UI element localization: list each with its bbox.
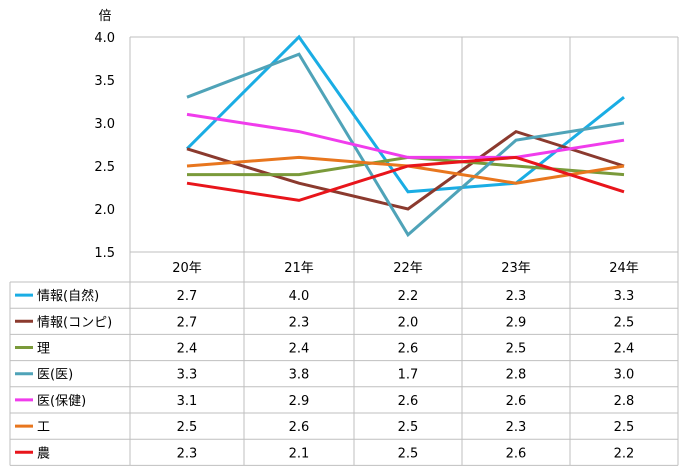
- series-lines: [185, 34, 625, 238]
- table-value-cell: 2.3: [506, 289, 527, 304]
- series-name-label: 医(保健): [37, 394, 86, 409]
- table-value-cell: 2.2: [398, 289, 419, 304]
- y-tick-label: 1.5: [94, 246, 115, 261]
- y-tick-label: 2.5: [94, 160, 115, 175]
- table-value-cell: 3.3: [614, 289, 635, 304]
- table-value-cell: 2.5: [614, 420, 635, 435]
- table-value-cell: 2.6: [398, 342, 419, 357]
- category-header: 24年: [609, 261, 639, 276]
- series-name-label: 医(医): [37, 368, 73, 383]
- table-value-cell: 2.2: [614, 446, 635, 461]
- table-value-cell: 1.7: [398, 368, 419, 383]
- table-value-cell: 2.4: [177, 342, 198, 357]
- table-value-cell: 2.7: [177, 315, 198, 330]
- table-value-cell: 4.0: [289, 289, 310, 304]
- table-value-cell: 2.4: [614, 342, 635, 357]
- table-value-cell: 2.7: [177, 289, 198, 304]
- table-value-cell: 2.5: [177, 420, 198, 435]
- table-value-cell: 2.6: [398, 394, 419, 409]
- y-tick-label: 3.0: [94, 117, 115, 132]
- table-value-cell: 3.8: [289, 368, 310, 383]
- table-value-cell: 2.5: [506, 342, 527, 357]
- table-value-cell: 2.9: [289, 394, 310, 409]
- y-axis-unit-label: 倍: [98, 9, 111, 24]
- plot-grid: [9, 36, 679, 466]
- table-value-cell: 2.5: [398, 446, 419, 461]
- table-value-cell: 2.5: [398, 420, 419, 435]
- table-value-cell: 2.3: [506, 420, 527, 435]
- series-line: [186, 129, 625, 211]
- series-name-label: 工: [37, 420, 50, 435]
- y-tick-label: 4.0: [94, 31, 115, 46]
- table-value-cell: 2.1: [289, 446, 310, 461]
- table-value-cell: 2.8: [614, 394, 635, 409]
- y-tick-label: 3.5: [94, 74, 115, 89]
- table-value-cell: 2.6: [506, 446, 527, 461]
- series-line: [186, 155, 625, 202]
- category-header: 22年: [393, 261, 423, 276]
- y-axis-ticks: 1.5 2.0 2.5 3.0 3.5 4.0: [94, 31, 115, 261]
- table-value-cell: 3.0: [614, 368, 635, 383]
- series-line: [186, 52, 625, 238]
- category-header: 21年: [284, 261, 314, 276]
- category-header: 23年: [501, 261, 531, 276]
- table-value-cell: 2.9: [506, 315, 527, 330]
- table-value-cell: 2.8: [506, 368, 527, 383]
- table-value-cell: 2.4: [289, 342, 310, 357]
- table-value-cell: 2.0: [398, 315, 419, 330]
- table-value-cell: 2.5: [614, 315, 635, 330]
- category-header: 20年: [172, 261, 202, 276]
- table-value-cell: 3.1: [177, 394, 198, 409]
- series-name-label: 理: [37, 342, 50, 357]
- series-line: [186, 112, 625, 159]
- table-value-cell: 3.3: [177, 368, 198, 383]
- series-name-label: 情報(自然): [37, 288, 99, 304]
- series-line: [185, 34, 625, 194]
- series-name-label: 農: [37, 446, 50, 461]
- y-tick-label: 2.0: [94, 203, 115, 218]
- table-value-cell: 2.3: [177, 446, 198, 461]
- table-value-cell: 2.6: [506, 394, 527, 409]
- table-value-cell: 2.6: [289, 420, 310, 435]
- series-name-label: 情報(コンピ): [37, 315, 112, 330]
- table-value-cell: 2.3: [289, 315, 310, 330]
